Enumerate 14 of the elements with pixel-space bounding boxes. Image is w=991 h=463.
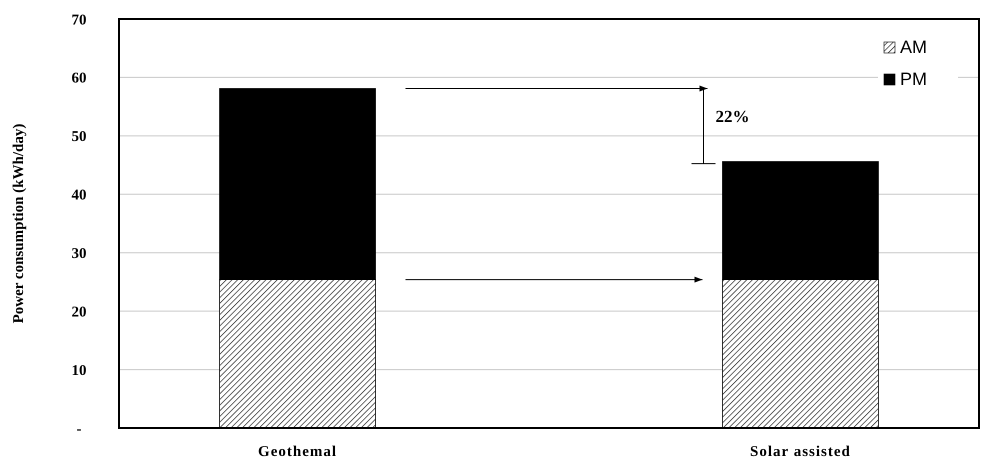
y-axis-title: Power consumption (kWh/day)	[11, 124, 27, 324]
y-tick-label: 70	[72, 12, 86, 28]
y-tick-label: 40	[72, 188, 86, 204]
y-tick-label: -	[76, 421, 82, 438]
y-tick-label: 60	[72, 70, 86, 87]
legend-label: AM	[900, 37, 927, 57]
legend-label: PM	[900, 69, 927, 89]
y-tick-label: 50	[72, 129, 86, 146]
annotation: 22%	[716, 107, 750, 126]
y-tick-label: 30	[72, 246, 86, 262]
x-tick-label: Solar assisted	[750, 444, 851, 460]
y-tick-label: 20	[72, 304, 86, 320]
y-tick-label: 10	[72, 362, 86, 379]
x-tick-label: Geothemal	[258, 444, 338, 460]
